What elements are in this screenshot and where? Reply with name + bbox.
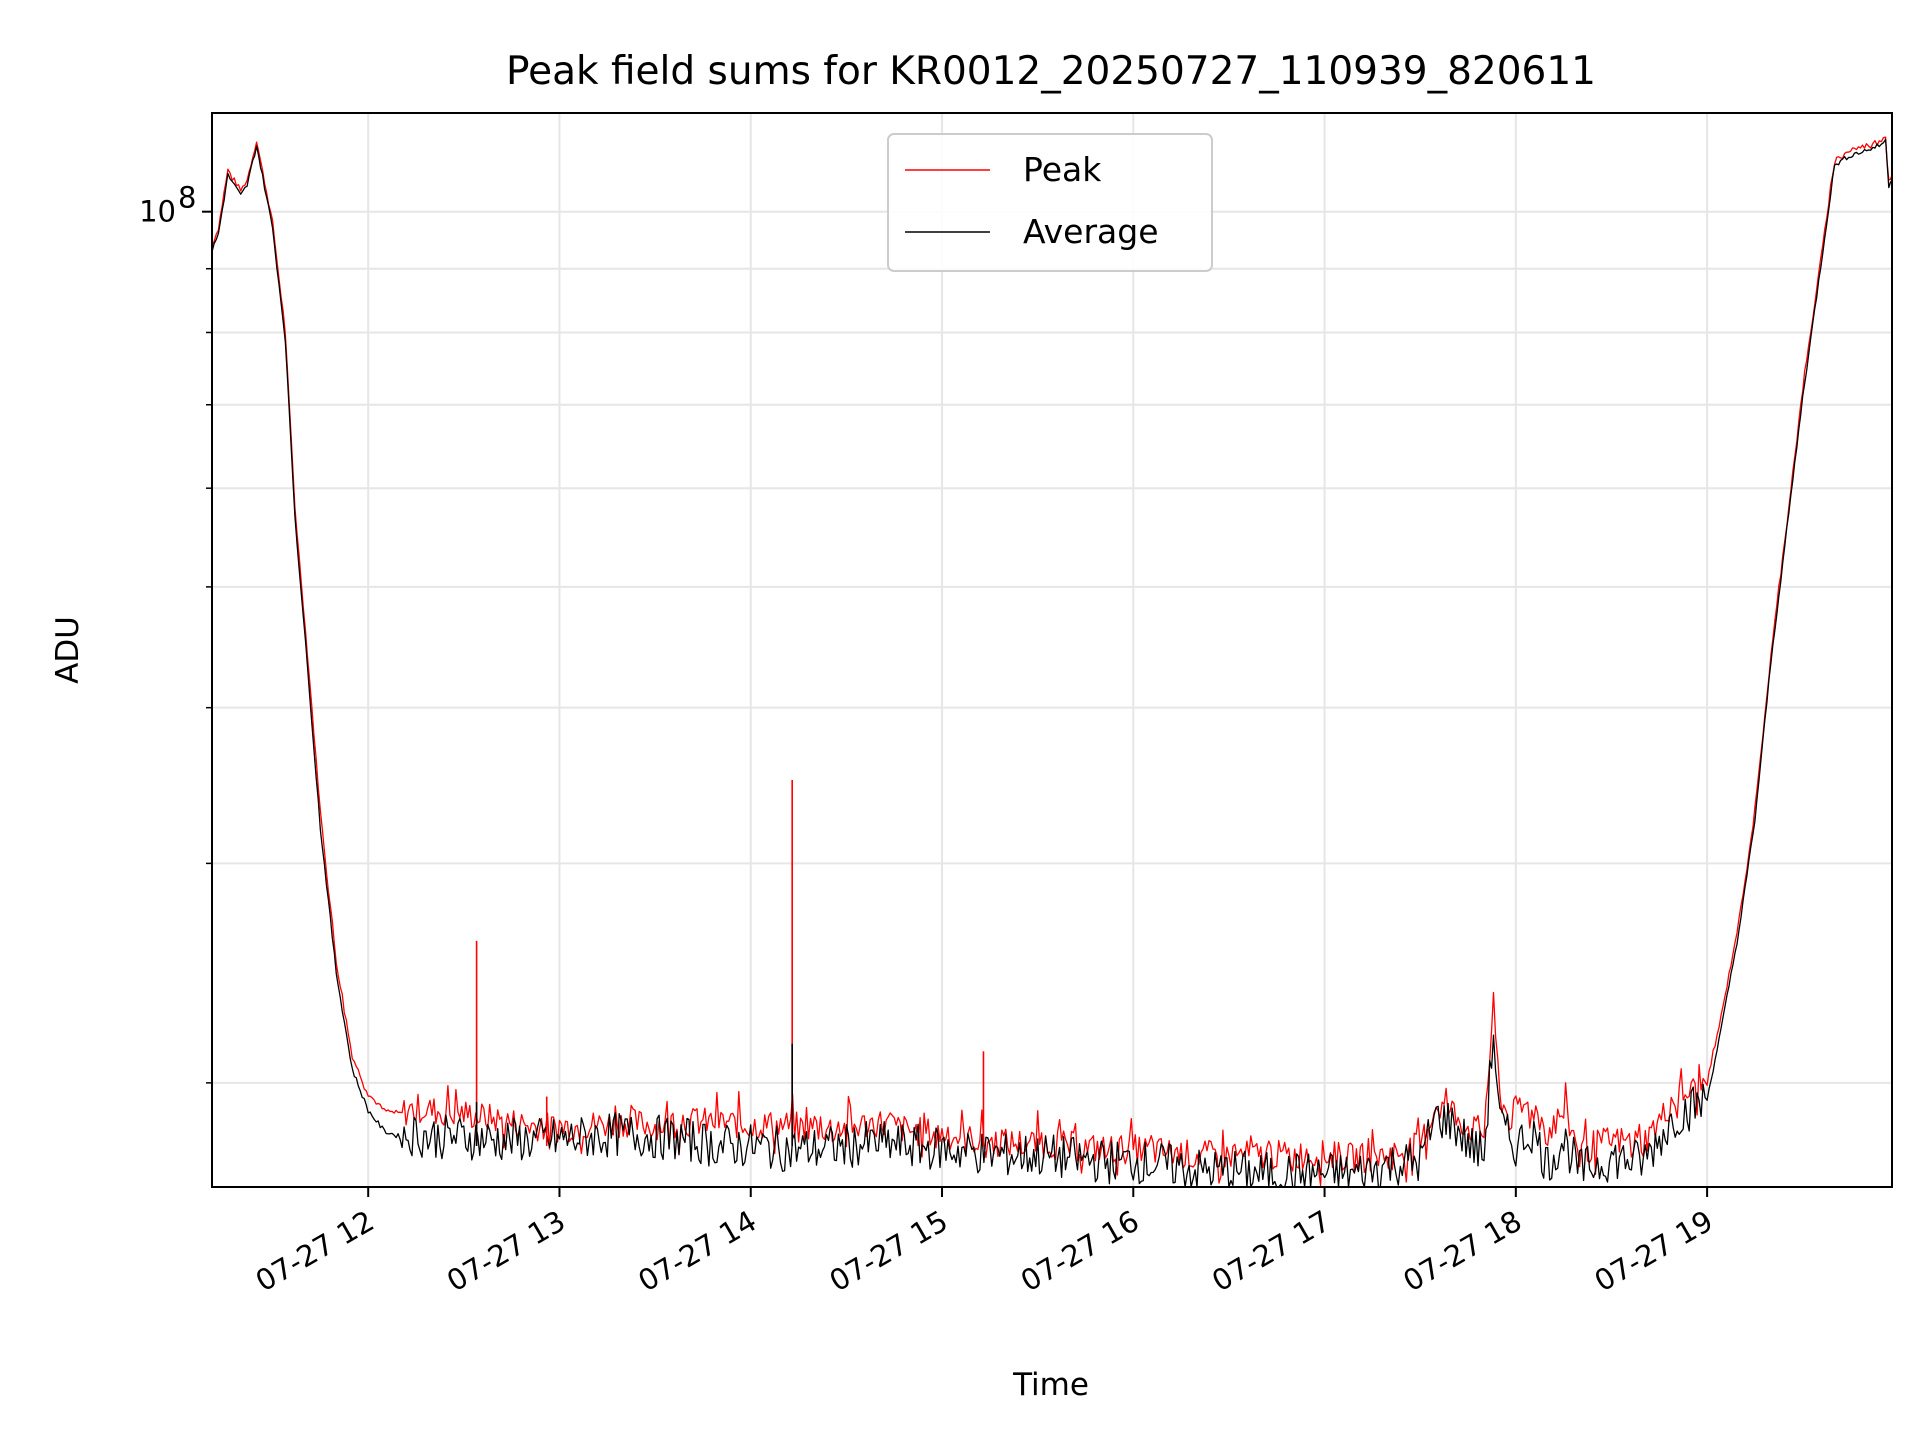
y-tick-label: 10: [139, 195, 176, 229]
legend-box: [887, 133, 1213, 272]
y-axis-label: ADU: [50, 616, 86, 684]
legend: Peak Average: [887, 133, 1213, 272]
series-line-average: [211, 138, 1893, 1188]
chart-title: Peak field sums for KR0012_20250727_1109…: [506, 49, 1596, 94]
x-axis-label: Time: [1012, 1367, 1089, 1403]
series-line-peak: [211, 136, 1893, 1187]
legend-average-label: Average: [1023, 212, 1159, 251]
spike-layer: [475, 779, 985, 1146]
legend-peak-label: Peak: [1023, 150, 1102, 189]
y-axis: 10 8: [139, 181, 212, 1084]
y-tick-exponent: 8: [178, 181, 196, 215]
plot-area-frame: [211, 112, 1893, 1188]
series-layer: [211, 136, 1893, 1188]
grid-lines: [212, 113, 1892, 1187]
